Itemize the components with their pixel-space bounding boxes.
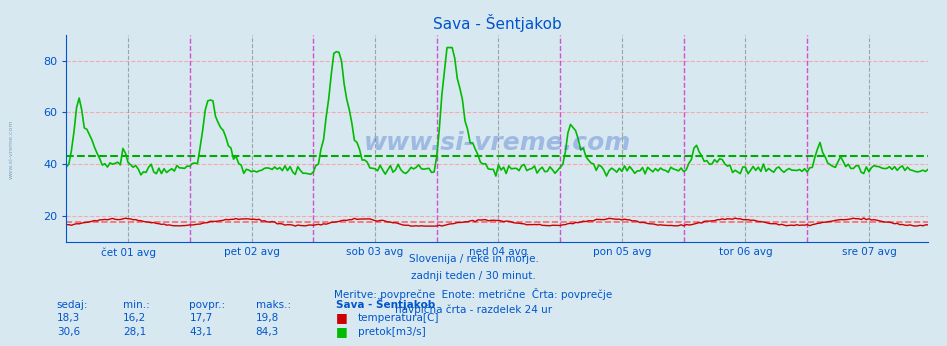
Text: Sava - Šentjakob: Sava - Šentjakob [336, 298, 436, 310]
Text: 16,2: 16,2 [123, 313, 147, 323]
Text: zadnji teden / 30 minut.: zadnji teden / 30 minut. [411, 271, 536, 281]
Title: Sava - Šentjakob: Sava - Šentjakob [433, 14, 562, 32]
Text: Meritve: povprečne  Enote: metrične  Črta: povprečje: Meritve: povprečne Enote: metrične Črta:… [334, 288, 613, 300]
Text: povpr.:: povpr.: [189, 300, 225, 310]
Text: ■: ■ [336, 311, 348, 324]
Text: 28,1: 28,1 [123, 327, 147, 337]
Text: www.si-vreme.com: www.si-vreme.com [9, 119, 14, 179]
Text: navpična črta - razdelek 24 ur: navpična črta - razdelek 24 ur [395, 304, 552, 315]
Text: Slovenija / reke in morje.: Slovenija / reke in morje. [408, 254, 539, 264]
Text: sedaj:: sedaj: [57, 300, 88, 310]
Text: 18,3: 18,3 [57, 313, 80, 323]
Text: pretok[m3/s]: pretok[m3/s] [358, 327, 426, 337]
Text: temperatura[C]: temperatura[C] [358, 313, 439, 323]
Text: min.:: min.: [123, 300, 150, 310]
Text: 84,3: 84,3 [256, 327, 279, 337]
Text: maks.:: maks.: [256, 300, 291, 310]
Text: ■: ■ [336, 325, 348, 338]
Text: 30,6: 30,6 [57, 327, 80, 337]
Text: 43,1: 43,1 [189, 327, 213, 337]
Text: 19,8: 19,8 [256, 313, 279, 323]
Text: www.si-vreme.com: www.si-vreme.com [364, 130, 631, 155]
Text: 17,7: 17,7 [189, 313, 213, 323]
